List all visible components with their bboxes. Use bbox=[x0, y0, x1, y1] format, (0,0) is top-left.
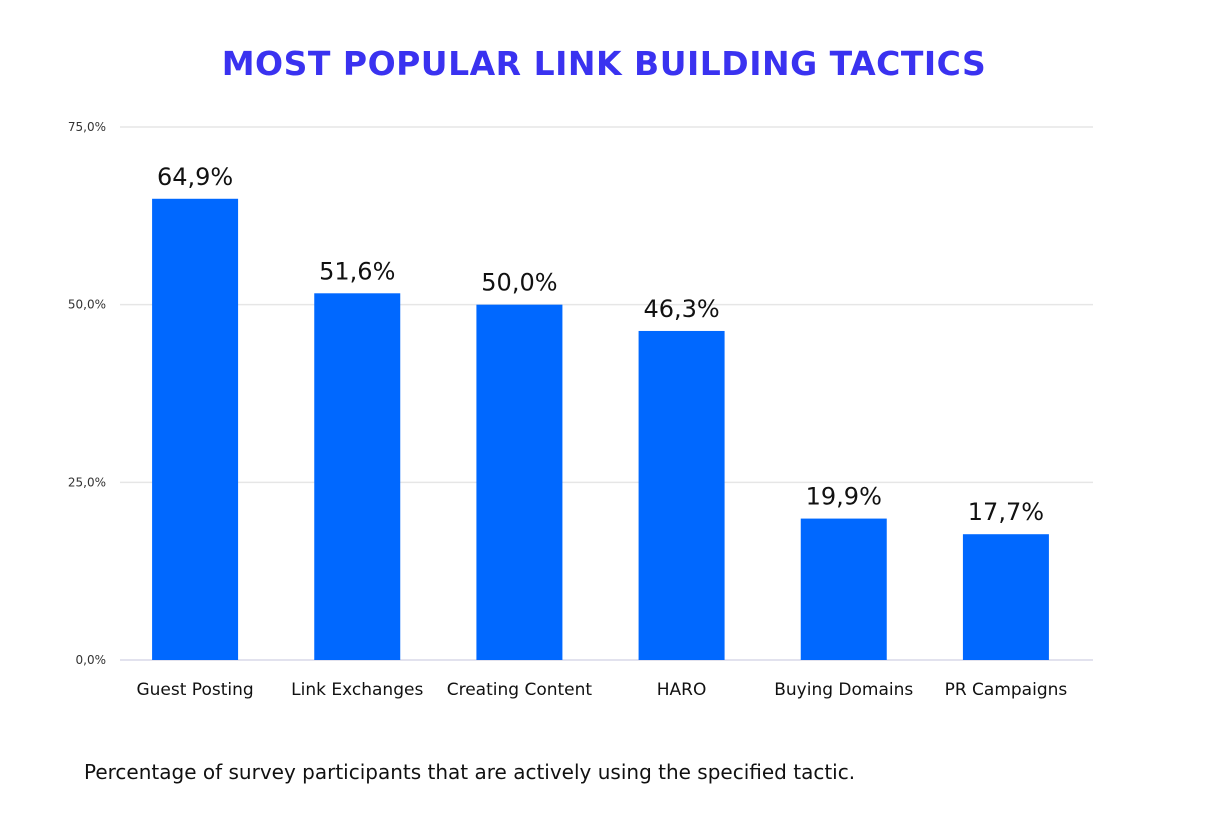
bar bbox=[638, 330, 725, 660]
bar bbox=[314, 293, 401, 660]
data-label: 64,9% bbox=[157, 163, 233, 191]
x-tick-label: Link Exchanges bbox=[291, 680, 423, 700]
bar bbox=[476, 304, 563, 660]
y-tick-label: 25,0% bbox=[68, 475, 106, 489]
y-tick-label: 0,0% bbox=[76, 653, 107, 667]
x-tick-label: Creating Content bbox=[447, 680, 593, 700]
data-label: 50,0% bbox=[481, 269, 557, 297]
y-tick-label: 50,0% bbox=[68, 298, 106, 312]
bar bbox=[152, 198, 239, 660]
data-label: 51,6% bbox=[319, 257, 395, 285]
chart-caption: Percentage of survey participants that a… bbox=[84, 760, 856, 784]
x-tick-label: HARO bbox=[657, 680, 707, 700]
data-label: 17,7% bbox=[968, 498, 1044, 526]
bar bbox=[800, 518, 887, 660]
bar bbox=[962, 534, 1049, 660]
data-label: 46,3% bbox=[643, 295, 719, 323]
x-tick-label: Buying Domains bbox=[774, 680, 913, 700]
x-tick-label: PR Campaigns bbox=[945, 680, 1068, 700]
y-tick-label: 75,0% bbox=[68, 120, 106, 134]
data-label: 19,9% bbox=[806, 483, 882, 511]
x-tick-label: Guest Posting bbox=[136, 680, 253, 700]
chart-title: MOST POPULAR LINK BUILDING TACTICS bbox=[221, 44, 987, 83]
